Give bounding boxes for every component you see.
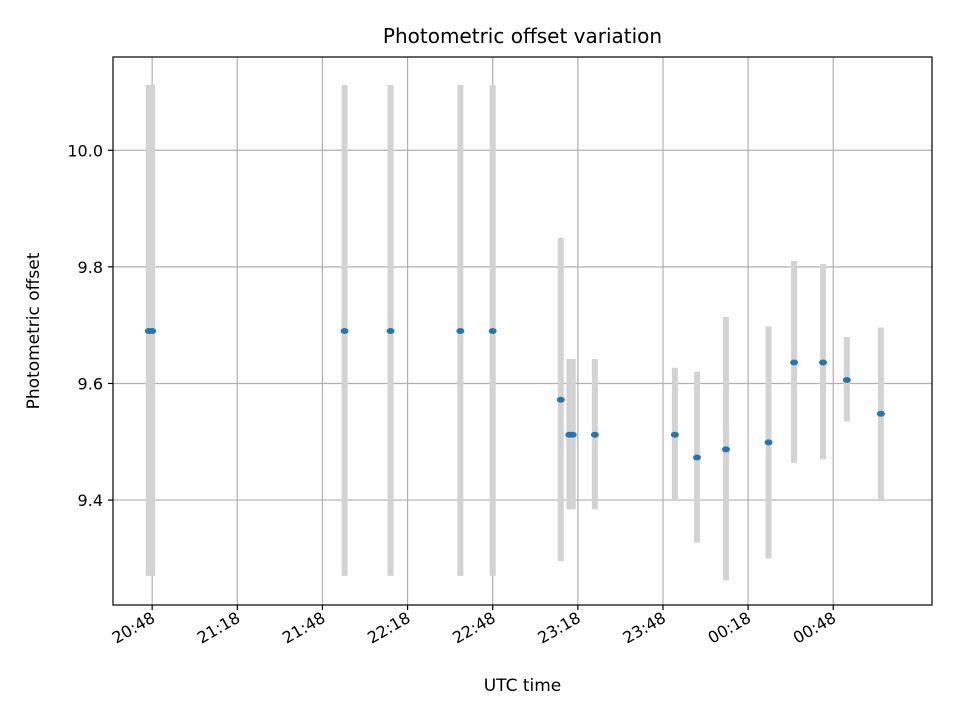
- data-point: [386, 328, 395, 334]
- y-tick-label: 10.0: [67, 141, 103, 160]
- data-point: [842, 376, 851, 383]
- plot-frame: [112, 56, 933, 606]
- data-point: [764, 439, 773, 446]
- y-tick-label: 9.6: [78, 374, 103, 393]
- y-tick-label: 9.8: [78, 258, 103, 277]
- data-point: [819, 359, 828, 366]
- data-point: [148, 328, 157, 334]
- y-axis-title: Photometric offset: [24, 252, 44, 409]
- data-point: [340, 328, 349, 334]
- chart-title: Photometric offset variation: [383, 24, 662, 48]
- data-point: [876, 410, 885, 417]
- x-axis-title: UTC time: [484, 676, 562, 696]
- data-point: [721, 446, 730, 453]
- y-tick-label: 9.4: [78, 491, 103, 510]
- data-point: [670, 431, 679, 438]
- data-point: [790, 359, 799, 366]
- y-axis-ticks: 9.4 9.6 9.8 10.0: [67, 141, 113, 510]
- data-point: [693, 454, 702, 461]
- data-point: [488, 328, 497, 334]
- data-point: [590, 431, 599, 438]
- data-point: [456, 328, 465, 334]
- data-point: [556, 396, 565, 403]
- data-point: [568, 431, 577, 438]
- data-points: [144, 328, 885, 461]
